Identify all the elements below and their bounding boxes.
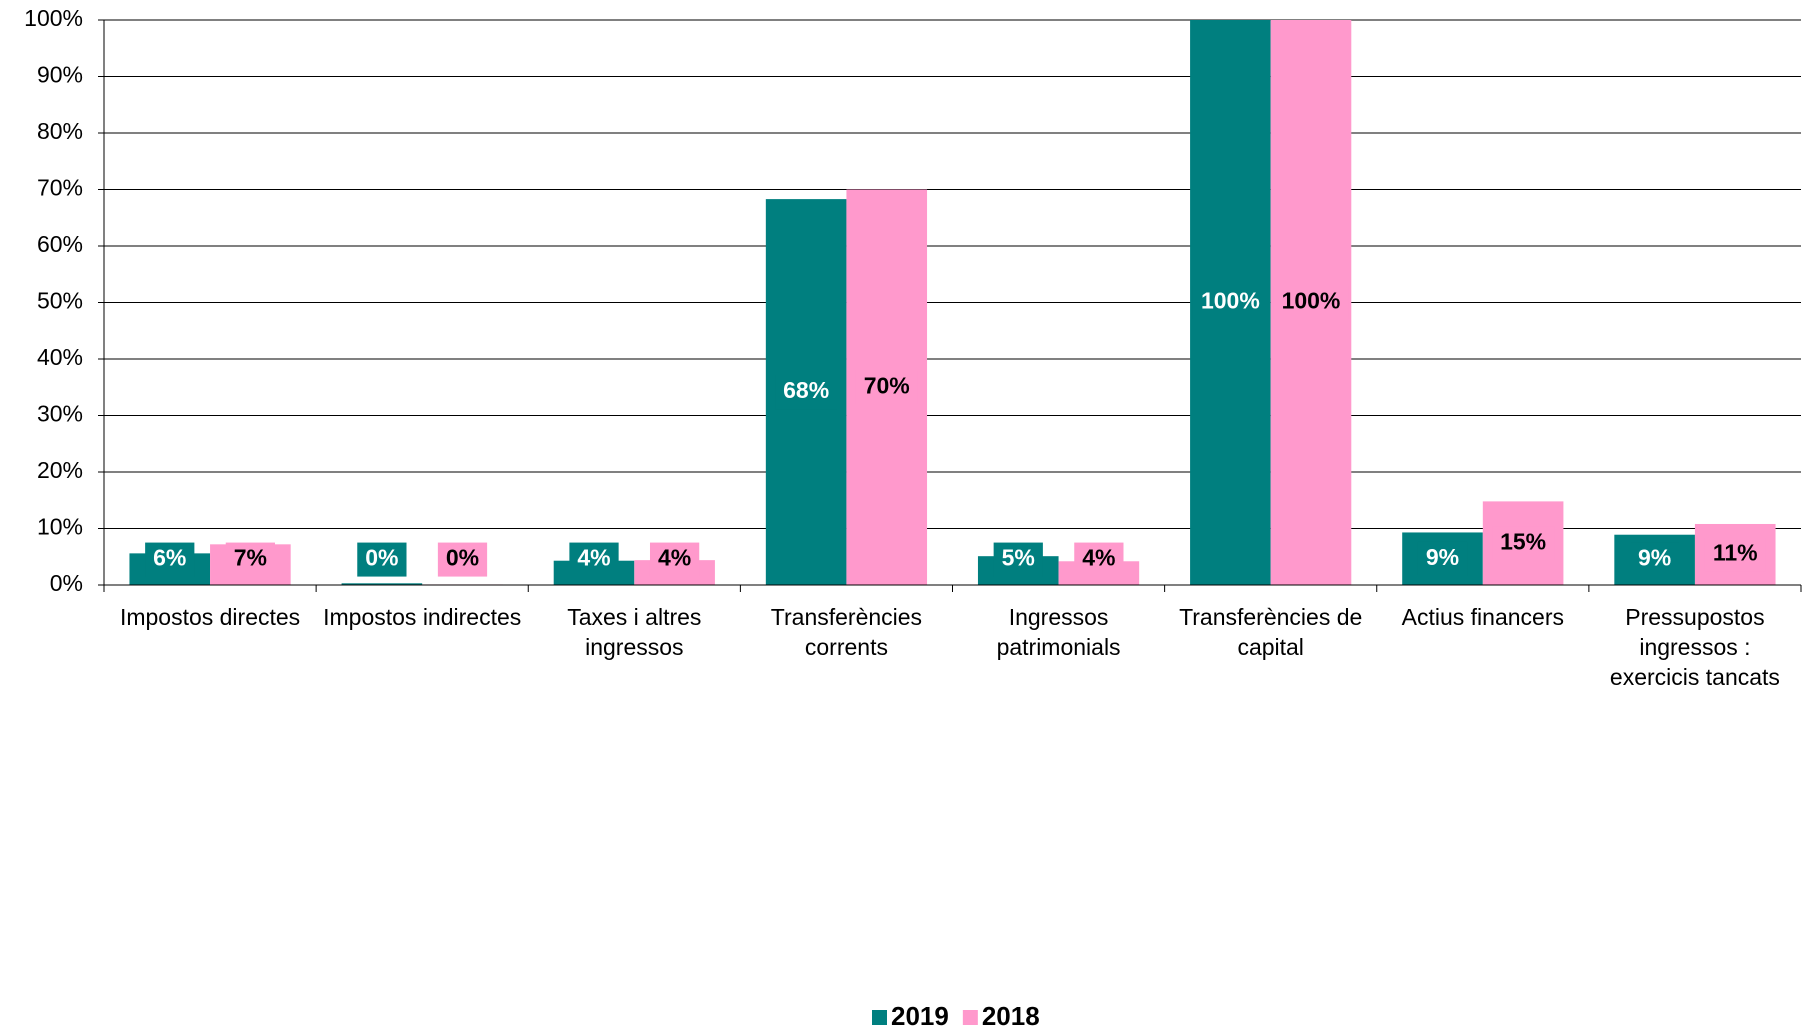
value-label: 4% [577,545,610,571]
x-tick-label: Taxes i altres ingressos [567,604,702,660]
y-tick-label: 20% [37,457,83,483]
value-label-bg [775,375,838,410]
value-label: 11% [1713,540,1758,566]
value-label: 9% [1426,544,1459,570]
legend-swatch [962,1010,978,1025]
value-label-bg [855,370,918,405]
value-label: 0% [446,545,479,571]
value-label-bg [1192,285,1268,320]
x-tick-label: Impostos indirectes [323,604,522,630]
y-tick-label: 10% [37,514,83,540]
x-tick-label: Pressupostos ingressos : exercicis tanca… [1609,604,1780,690]
y-tick-label: 50% [37,288,83,314]
y-tick-label: 40% [37,344,83,370]
value-label: 9% [1638,545,1671,571]
legend-swatch [872,1010,887,1025]
value-label: 68% [783,377,829,403]
value-label: 4% [658,545,691,571]
legend-label: 2019 [891,1001,949,1031]
y-tick-label: 0% [50,570,83,596]
value-label-bg [1704,537,1766,572]
x-tick-label: Transferències corrents [770,604,923,660]
x-tick-label: Actius financers [1401,604,1564,630]
value-label-bg [437,542,488,577]
value-label-bg [1417,541,1468,576]
y-tick-label: 100% [24,5,83,31]
value-label-bg [1630,542,1680,577]
value-label: 7% [234,545,267,571]
value-label-bg [1492,526,1555,561]
x-tick-label: Impostos directes [119,604,301,630]
y-tick-label: 80% [37,118,83,144]
value-label-bg [1273,285,1349,320]
bar [341,583,423,585]
value-label: 6% [153,545,186,571]
value-label-bg [649,542,700,577]
value-label: 100% [1201,288,1260,314]
value-label: 0% [365,545,398,571]
y-tick-label: 60% [37,231,83,257]
value-label-bg [1074,542,1124,577]
value-label-bg [569,542,619,577]
y-tick-label: 90% [37,62,83,88]
value-label: 70% [864,372,910,398]
value-label-bg [993,542,1043,577]
x-tick-label: Ingressos patrimonials [996,604,1121,660]
y-tick-label: 30% [37,401,83,427]
value-label: 4% [1082,545,1115,571]
value-label-bg [225,542,275,577]
value-label: 15% [1500,528,1546,554]
x-tick-label: Transferències de capital [1179,604,1363,660]
value-label-bg [145,542,195,577]
value-label: 100% [1282,288,1341,314]
value-label-bg [357,542,407,577]
value-label: 5% [1002,545,1035,571]
legend-label: 2018 [982,1001,1040,1031]
y-tick-label: 70% [37,175,83,201]
